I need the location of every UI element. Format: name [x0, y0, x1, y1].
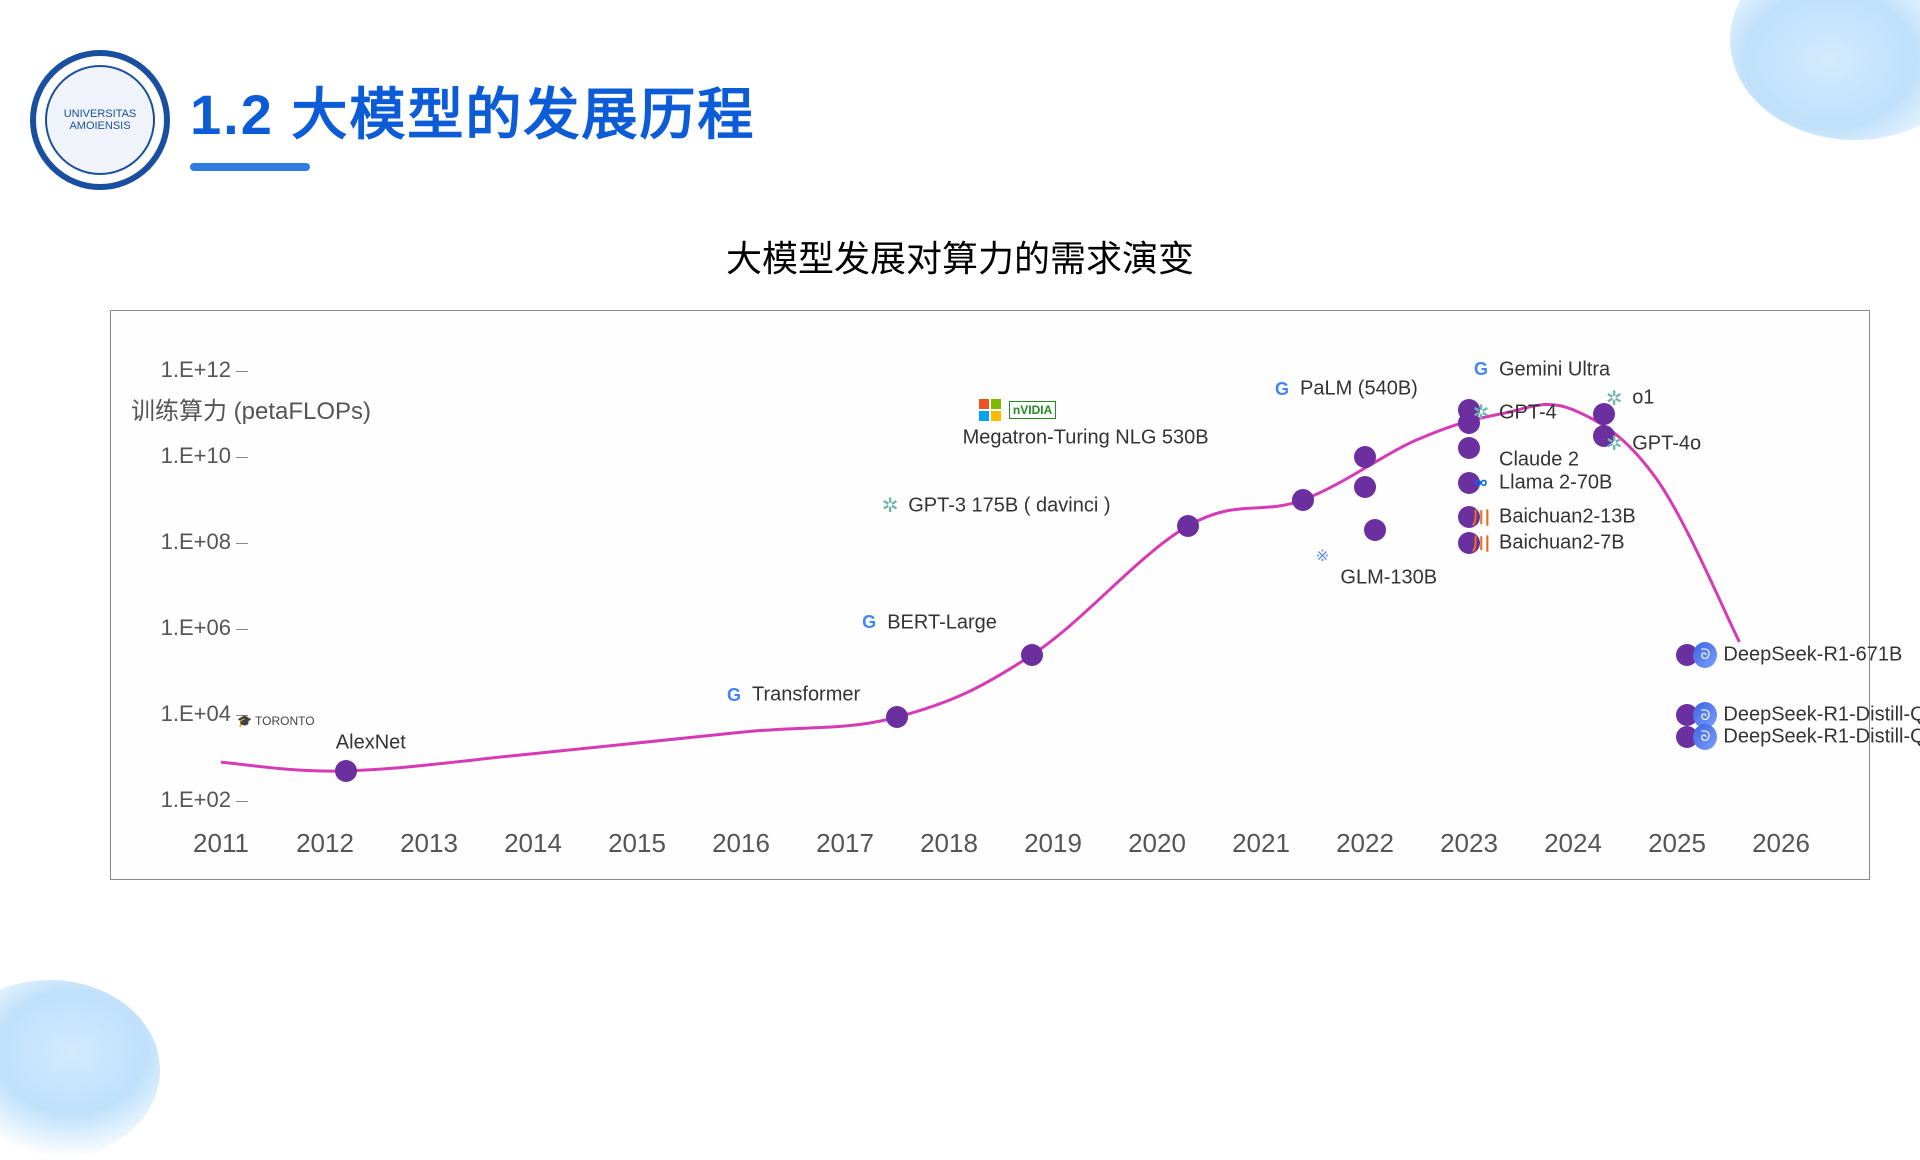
x-tick-label: 2013 — [400, 828, 458, 859]
x-tick-label: 2022 — [1336, 828, 1394, 859]
x-tick-label: 2023 — [1440, 828, 1498, 859]
deepseek-icon: ᘐ — [1693, 643, 1717, 667]
y-tick-mark — [236, 801, 248, 802]
x-tick-label: 2021 — [1232, 828, 1290, 859]
page-header: UNIVERSITAS AMOIENSIS 1.2 大模型的发展历程 — [30, 50, 755, 190]
glm-icon: ※ — [1310, 544, 1334, 568]
data-point-label: Megatron-Turing NLG 530B — [963, 427, 1209, 450]
y-tick-mark — [236, 629, 248, 630]
y-tick-label: 1.E+04 — [131, 701, 231, 727]
data-point-label: PaLM (540B) — [1300, 378, 1418, 401]
x-tick-label: 2014 — [504, 828, 562, 859]
y-tick-label: 1.E+12 — [131, 357, 231, 383]
decorative-blob-bottom-left — [0, 980, 160, 1160]
openai-icon: ✲ — [1469, 401, 1493, 425]
x-tick-label: 2011 — [193, 828, 249, 859]
data-point-label: BERT-Large — [887, 611, 997, 634]
google-icon: G — [722, 683, 746, 707]
toronto-icon: 🎓 TORONTO — [221, 709, 331, 733]
data-point-label: GPT-3 175B ( davinci ) — [908, 494, 1110, 517]
data-point-label: AlexNet — [336, 731, 406, 754]
data-point-label: GPT-4 — [1499, 401, 1557, 424]
x-tick-label: 2024 — [1544, 828, 1602, 859]
data-point-label: DeepSeek-R1-671B — [1723, 643, 1902, 666]
x-tick-label: 2015 — [608, 828, 666, 859]
title-wrap: 1.2 大模型的发展历程 — [190, 70, 755, 171]
data-point — [1354, 446, 1376, 468]
baichuan-icon: 川 — [1469, 531, 1493, 555]
google-icon: G — [1469, 358, 1493, 382]
data-point-label: GLM-130B — [1340, 567, 1437, 590]
university-logo: UNIVERSITAS AMOIENSIS — [30, 50, 170, 190]
data-point — [886, 706, 908, 728]
data-point-label: o1 — [1632, 387, 1654, 410]
data-point — [1021, 644, 1043, 666]
x-tick-label: 2019 — [1024, 828, 1082, 859]
decorative-blob-top-right — [1730, 0, 1920, 140]
data-point-label: DeepSeek-R1-Distill-Qwen-1.5B — [1723, 725, 1920, 748]
data-point-label: Llama 2-70B — [1499, 471, 1612, 494]
y-tick-mark — [236, 457, 248, 458]
page-title: 1.2 大模型的发展历程 — [190, 70, 755, 151]
title-underline — [190, 163, 310, 171]
data-point-label: DeepSeek-R1-Distill-Qwen-32B — [1723, 704, 1920, 727]
x-tick-label: 2012 — [296, 828, 354, 859]
y-tick-label: 1.E+08 — [131, 529, 231, 555]
x-tick-label: 2016 — [712, 828, 770, 859]
data-point — [335, 760, 357, 782]
university-logo-label: UNIVERSITAS AMOIENSIS — [45, 65, 155, 175]
chart-title: 大模型发展对算力的需求演变 — [0, 230, 1920, 282]
x-tick-label: 2026 — [1752, 828, 1810, 859]
y-tick-label: 1.E+10 — [131, 443, 231, 469]
data-point — [1177, 515, 1199, 537]
google-icon: G — [857, 611, 881, 635]
x-tick-label: 2018 — [920, 828, 978, 859]
plot-area: AlexNet🎓 TORONTO Transformer G BERT-Large G G… — [221, 371, 1781, 801]
data-point-label: Claude 2 — [1499, 449, 1579, 472]
data-point-label: Baichuan2-13B — [1499, 506, 1636, 529]
meta-icon: ∞ — [1469, 471, 1493, 495]
google-icon: G — [1270, 377, 1294, 401]
openai-icon: ✲ — [1602, 432, 1626, 456]
y-tick-label: 1.E+02 — [131, 787, 231, 813]
openai-icon: ✲ — [878, 494, 902, 518]
x-tick-label: 2020 — [1128, 828, 1186, 859]
deepseek-icon: ᘐ — [1693, 725, 1717, 749]
data-point — [1354, 476, 1376, 498]
microsoft-nvidia-icon: nVIDIA — [963, 398, 1073, 422]
data-point — [1292, 489, 1314, 511]
data-point — [1458, 437, 1480, 459]
y-tick-mark — [236, 543, 248, 544]
openai-icon: ✲ — [1602, 386, 1626, 410]
x-tick-label: 2017 — [816, 828, 874, 859]
data-point-label: Baichuan2-7B — [1499, 532, 1625, 555]
data-point-label: Gemini Ultra — [1499, 358, 1610, 381]
chart-container: 训练算力 (petaFLOPs) AlexNet🎓 TORONTOTransfo… — [110, 310, 1870, 880]
baichuan-icon: 川 — [1469, 505, 1493, 529]
y-tick-mark — [236, 371, 248, 372]
x-tick-label: 2025 — [1648, 828, 1706, 859]
data-point-label: Transformer — [752, 684, 860, 707]
y-tick-label: 1.E+06 — [131, 615, 231, 641]
data-point-label: GPT-4o — [1632, 432, 1701, 455]
data-point — [1364, 519, 1386, 541]
